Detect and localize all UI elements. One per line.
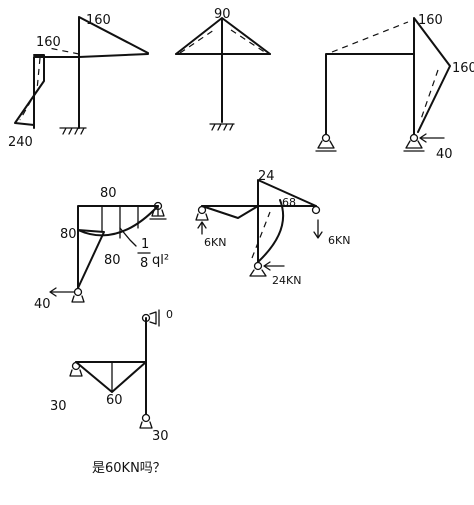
pin-f-left (71, 361, 81, 371)
moment-a-top (78, 16, 149, 54)
pin-c-left (321, 133, 331, 143)
support-e-bottom (249, 269, 267, 277)
label-f-30-left: 30 (50, 399, 67, 414)
fixed-support-a (59, 127, 87, 135)
label-a-240: 240 (8, 135, 33, 150)
arrow-d-40 (49, 287, 75, 297)
dashed-c (331, 21, 439, 123)
label-d-ql2: ql² (152, 253, 169, 268)
pin-d-left (73, 287, 83, 297)
label-d-frac-den: 8 (140, 256, 148, 271)
frame-c-members (325, 53, 415, 135)
diagram-b: 90 (175, 7, 271, 131)
pin-d-right (153, 201, 163, 211)
label-d-80-top: 80 (100, 186, 117, 201)
label-d-80-diag: 80 (104, 253, 121, 268)
label-f-0: 0 (166, 308, 173, 321)
moment-b (175, 17, 271, 55)
arrow-e-bottom (263, 261, 285, 271)
diagram-c: 160 160 40 (315, 13, 474, 162)
question-note: 是60KN吗？ (92, 461, 166, 476)
label-c-160-right: 160 (452, 61, 474, 76)
label-e-6kn-left: 6KN (204, 236, 226, 249)
arrow-e-left (197, 221, 207, 235)
label-e-68: 68 (282, 196, 296, 209)
label-f-30-bottom: 30 (152, 429, 169, 444)
label-e-6kn-right: 6KN (328, 234, 350, 247)
diagram-a: 160 160 240 (8, 13, 149, 150)
moment-e-column (257, 199, 285, 263)
moment-e-top (257, 179, 317, 207)
support-d-right (149, 209, 167, 220)
fixed-support-b (209, 123, 235, 131)
frame-e-members (201, 205, 317, 263)
moment-a-left (14, 54, 45, 126)
moment-d-ordinates (101, 205, 159, 239)
diagram-f: 0 30 60 30 (50, 308, 173, 444)
frame-a-members (33, 17, 149, 129)
label-b-90: 90 (214, 7, 231, 22)
frame-f-members (75, 317, 147, 415)
moment-c (413, 17, 451, 133)
dashed-e (251, 211, 271, 259)
support-f-bottom (139, 421, 153, 429)
label-a-160-left: 160 (36, 35, 61, 50)
label-d-frac-num: 1 (141, 237, 149, 252)
pin-e-right (311, 205, 321, 215)
label-f-60: 60 (106, 393, 123, 408)
support-c-right (403, 140, 425, 152)
frame-d-members (77, 205, 159, 289)
dashed-b (179, 29, 267, 54)
dashed-a (19, 47, 80, 121)
support-d-left (71, 295, 85, 303)
moment-e-left (201, 205, 259, 219)
label-d-40: 40 (34, 297, 51, 312)
support-c-left (315, 140, 337, 152)
support-f-top (149, 309, 160, 327)
pin-f-top (141, 313, 151, 323)
pin-f-bottom (141, 413, 151, 423)
arrow-c-40 (419, 133, 445, 143)
label-d-80-left: 80 (60, 227, 77, 242)
diagram-d: 80 80 80 1 8 ql² 40 (34, 186, 169, 312)
leader-d-formula (119, 227, 137, 247)
label-e-24: 24 (258, 169, 275, 184)
frame-b-members (175, 19, 271, 123)
pin-e-left (197, 205, 207, 215)
arrow-e-right (313, 219, 323, 239)
support-f-left (69, 369, 83, 377)
label-a-160-top: 160 (86, 13, 111, 28)
moment-d-column (77, 229, 105, 289)
pin-c-right (409, 133, 419, 143)
label-e-24kn: 24KN (272, 274, 301, 287)
diagram-e: 24 68 6KN 6KN 24KN (195, 169, 350, 287)
pin-e-bottom (253, 261, 263, 271)
moment-d-parabola (77, 205, 159, 237)
label-c-40: 40 (436, 147, 453, 162)
moment-f (75, 361, 147, 393)
label-c-160-top: 160 (418, 13, 443, 28)
support-e-left (195, 213, 209, 221)
